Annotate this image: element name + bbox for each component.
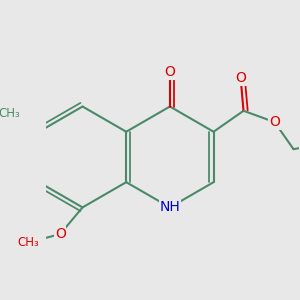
Text: CH₃: CH₃ — [0, 107, 20, 120]
Text: O: O — [269, 115, 280, 129]
Text: CH₃: CH₃ — [17, 236, 39, 249]
Text: O: O — [164, 65, 175, 79]
Text: O: O — [235, 71, 246, 85]
Text: NH: NH — [160, 200, 180, 214]
Text: O: O — [55, 227, 66, 241]
